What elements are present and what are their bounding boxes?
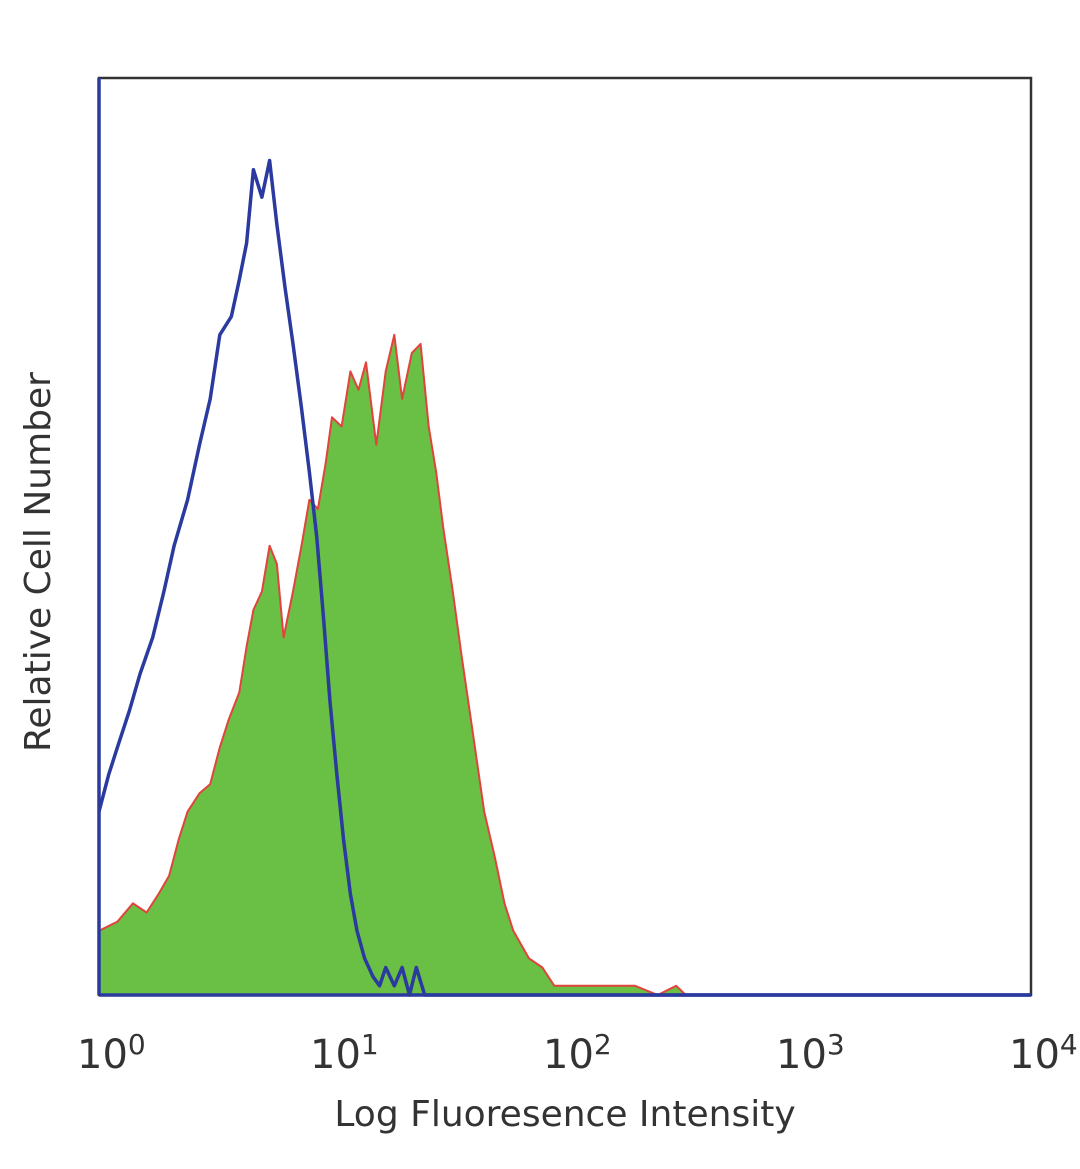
x-tick-labels: 100 101 102 103 104 [77, 1028, 1078, 1078]
x-tick-label-4: 104 [1009, 1028, 1078, 1078]
x-axis-title: Log Fluoresence Intensity [334, 1094, 795, 1135]
x-tick-label-2: 102 [543, 1028, 612, 1078]
histogram-area-filled [99, 334, 1031, 995]
x-tick-label-0: 100 [77, 1028, 146, 1078]
histogram-line-control [97, 158, 1031, 997]
series-layer [97, 158, 1031, 997]
x-tick-label-1: 101 [310, 1028, 379, 1078]
x-tick-label-3: 103 [776, 1028, 845, 1078]
histogram-area-outline [98, 333, 1031, 996]
y-axis-title: Relative Cell Number [18, 372, 59, 752]
